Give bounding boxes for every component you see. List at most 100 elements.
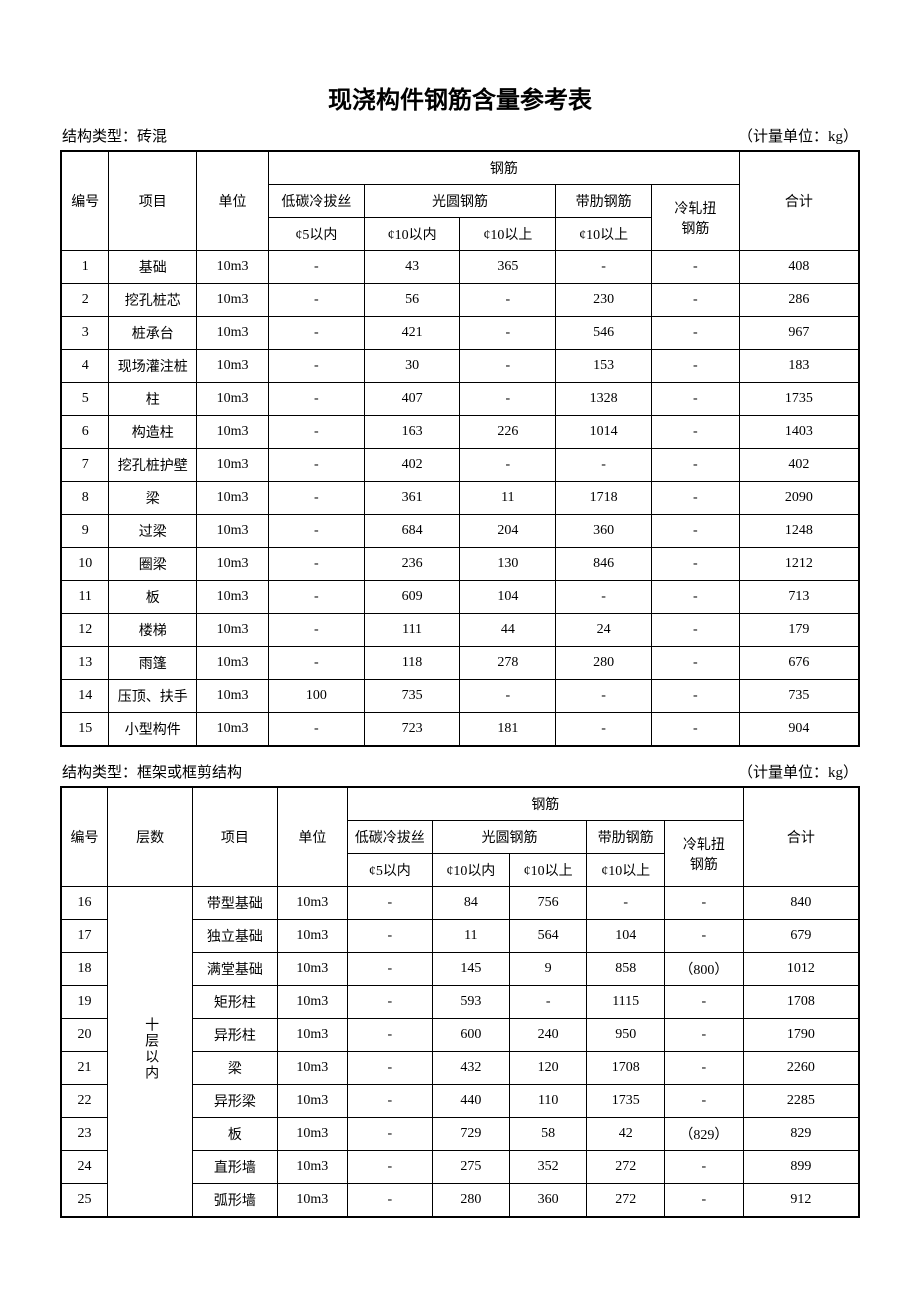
cell-c4: 1718 (556, 482, 652, 515)
table-row: 10圈梁10m3-236130846-1212 (61, 548, 859, 581)
cell-c3: 58 (510, 1118, 587, 1151)
cell-unit: 10m3 (197, 614, 269, 647)
cell-c3: 11 (460, 482, 556, 515)
cell-item: 直形墙 (193, 1151, 278, 1184)
cell-c2: 145 (432, 953, 509, 986)
cell-unit: 10m3 (197, 680, 269, 713)
cell-unit: 10m3 (277, 1019, 347, 1052)
table-row: 6构造柱10m3-1632261014-1403 (61, 416, 859, 449)
cell-unit: 10m3 (197, 416, 269, 449)
col2-floor: 层数 (108, 787, 193, 887)
cell-unit: 10m3 (197, 482, 269, 515)
cell-total: 899 (743, 1151, 859, 1184)
cell-c1: - (268, 350, 364, 383)
table-row: 13雨篷10m3-118278280-676 (61, 647, 859, 680)
cell-unit: 10m3 (277, 1052, 347, 1085)
structure-type-1: 结构类型：砖混 (62, 125, 167, 146)
cell-c1: - (347, 953, 432, 986)
cell-c2: 11 (432, 920, 509, 953)
cell-c5: - (651, 449, 739, 482)
cell-no: 1 (61, 251, 109, 284)
cell-item: 板 (109, 581, 197, 614)
cell-c3: 130 (460, 548, 556, 581)
cell-c3: 9 (510, 953, 587, 986)
col2-plain: 光圆钢筋 (432, 821, 587, 854)
cell-c3: 360 (510, 1184, 587, 1218)
cell-total: 1708 (743, 986, 859, 1019)
cell-c4: 1115 (587, 986, 665, 1019)
cell-no: 6 (61, 416, 109, 449)
cell-total: 1790 (743, 1019, 859, 1052)
cell-c3: 104 (460, 581, 556, 614)
cell-c3: - (460, 350, 556, 383)
cell-c5: - (651, 548, 739, 581)
col-ribbed: 带肋钢筋 (556, 185, 652, 218)
cell-unit: 10m3 (197, 515, 269, 548)
cell-c3: 181 (460, 713, 556, 747)
cell-c4: - (587, 887, 665, 920)
cell-c1: - (268, 251, 364, 284)
col-unit: 单位 (197, 151, 269, 251)
cell-unit: 10m3 (197, 647, 269, 680)
cell-c2: 56 (364, 284, 460, 317)
cell-c3: - (460, 383, 556, 416)
cell-c3: 44 (460, 614, 556, 647)
cell-c3: 204 (460, 515, 556, 548)
cell-no: 22 (61, 1085, 108, 1118)
cell-c2: 735 (364, 680, 460, 713)
cell-c5: - (665, 1184, 744, 1218)
cell-c2: 111 (364, 614, 460, 647)
cell-c2: 84 (432, 887, 509, 920)
cell-c3: 564 (510, 920, 587, 953)
cell-item: 过梁 (109, 515, 197, 548)
cell-c1: - (347, 1052, 432, 1085)
cell-item: 满堂基础 (193, 953, 278, 986)
cell-c4: 1708 (587, 1052, 665, 1085)
table-row: 8梁10m3-361111718-2090 (61, 482, 859, 515)
cell-c1: - (268, 713, 364, 747)
table-row: 16十层以内带型基础10m3-84756--840 (61, 887, 859, 920)
cell-no: 3 (61, 317, 109, 350)
cell-item: 基础 (109, 251, 197, 284)
cell-c4: 1328 (556, 383, 652, 416)
cell-c5: - (665, 887, 744, 920)
cell-total: 1212 (739, 548, 859, 581)
table-row: 2挖孔桩芯10m3-56-230-286 (61, 284, 859, 317)
cell-no: 4 (61, 350, 109, 383)
col2-phi10up: ¢10以上 (510, 854, 587, 887)
cell-c5: - (651, 317, 739, 350)
cell-c4: 360 (556, 515, 652, 548)
table-2-head: 编号 层数 项目 单位 钢筋 合计 低碳冷拔丝 光圆钢筋 带肋钢筋 冷轧扭钢筋 … (61, 787, 859, 887)
cell-c5: - (651, 515, 739, 548)
cell-item: 小型构件 (109, 713, 197, 747)
table-2-body: 16十层以内带型基础10m3-84756--84017独立基础10m3-1156… (61, 887, 859, 1218)
cell-c5: - (651, 284, 739, 317)
cell-c5: - (665, 920, 744, 953)
cell-c5: - (665, 1052, 744, 1085)
table-1: 编号 项目 单位 钢筋 合计 低碳冷拔丝 光圆钢筋 带肋钢筋 冷轧扭钢筋 ¢5以… (60, 150, 860, 747)
cell-unit: 10m3 (197, 383, 269, 416)
cell-item: 异形柱 (193, 1019, 278, 1052)
cell-no: 11 (61, 581, 109, 614)
col2-total: 合计 (743, 787, 859, 887)
cell-c3: 120 (510, 1052, 587, 1085)
cell-c5: - (665, 1151, 744, 1184)
cell-total: 967 (739, 317, 859, 350)
table-row: 15小型构件10m3-723181--904 (61, 713, 859, 747)
col-rebar: 钢筋 (268, 151, 739, 185)
cell-total: 286 (739, 284, 859, 317)
cell-c5: - (651, 581, 739, 614)
cell-c3: 365 (460, 251, 556, 284)
cell-total: 912 (743, 1184, 859, 1218)
cell-total: 402 (739, 449, 859, 482)
cell-c4: 546 (556, 317, 652, 350)
cell-c1: - (347, 920, 432, 953)
cell-no: 20 (61, 1019, 108, 1052)
cell-c2: 600 (432, 1019, 509, 1052)
table-row: 7挖孔桩护壁10m3-402---402 (61, 449, 859, 482)
cell-c2: 407 (364, 383, 460, 416)
cell-c5: - (651, 647, 739, 680)
cell-c2: 432 (432, 1052, 509, 1085)
cell-c1: - (268, 284, 364, 317)
cell-item: 异形梁 (193, 1085, 278, 1118)
